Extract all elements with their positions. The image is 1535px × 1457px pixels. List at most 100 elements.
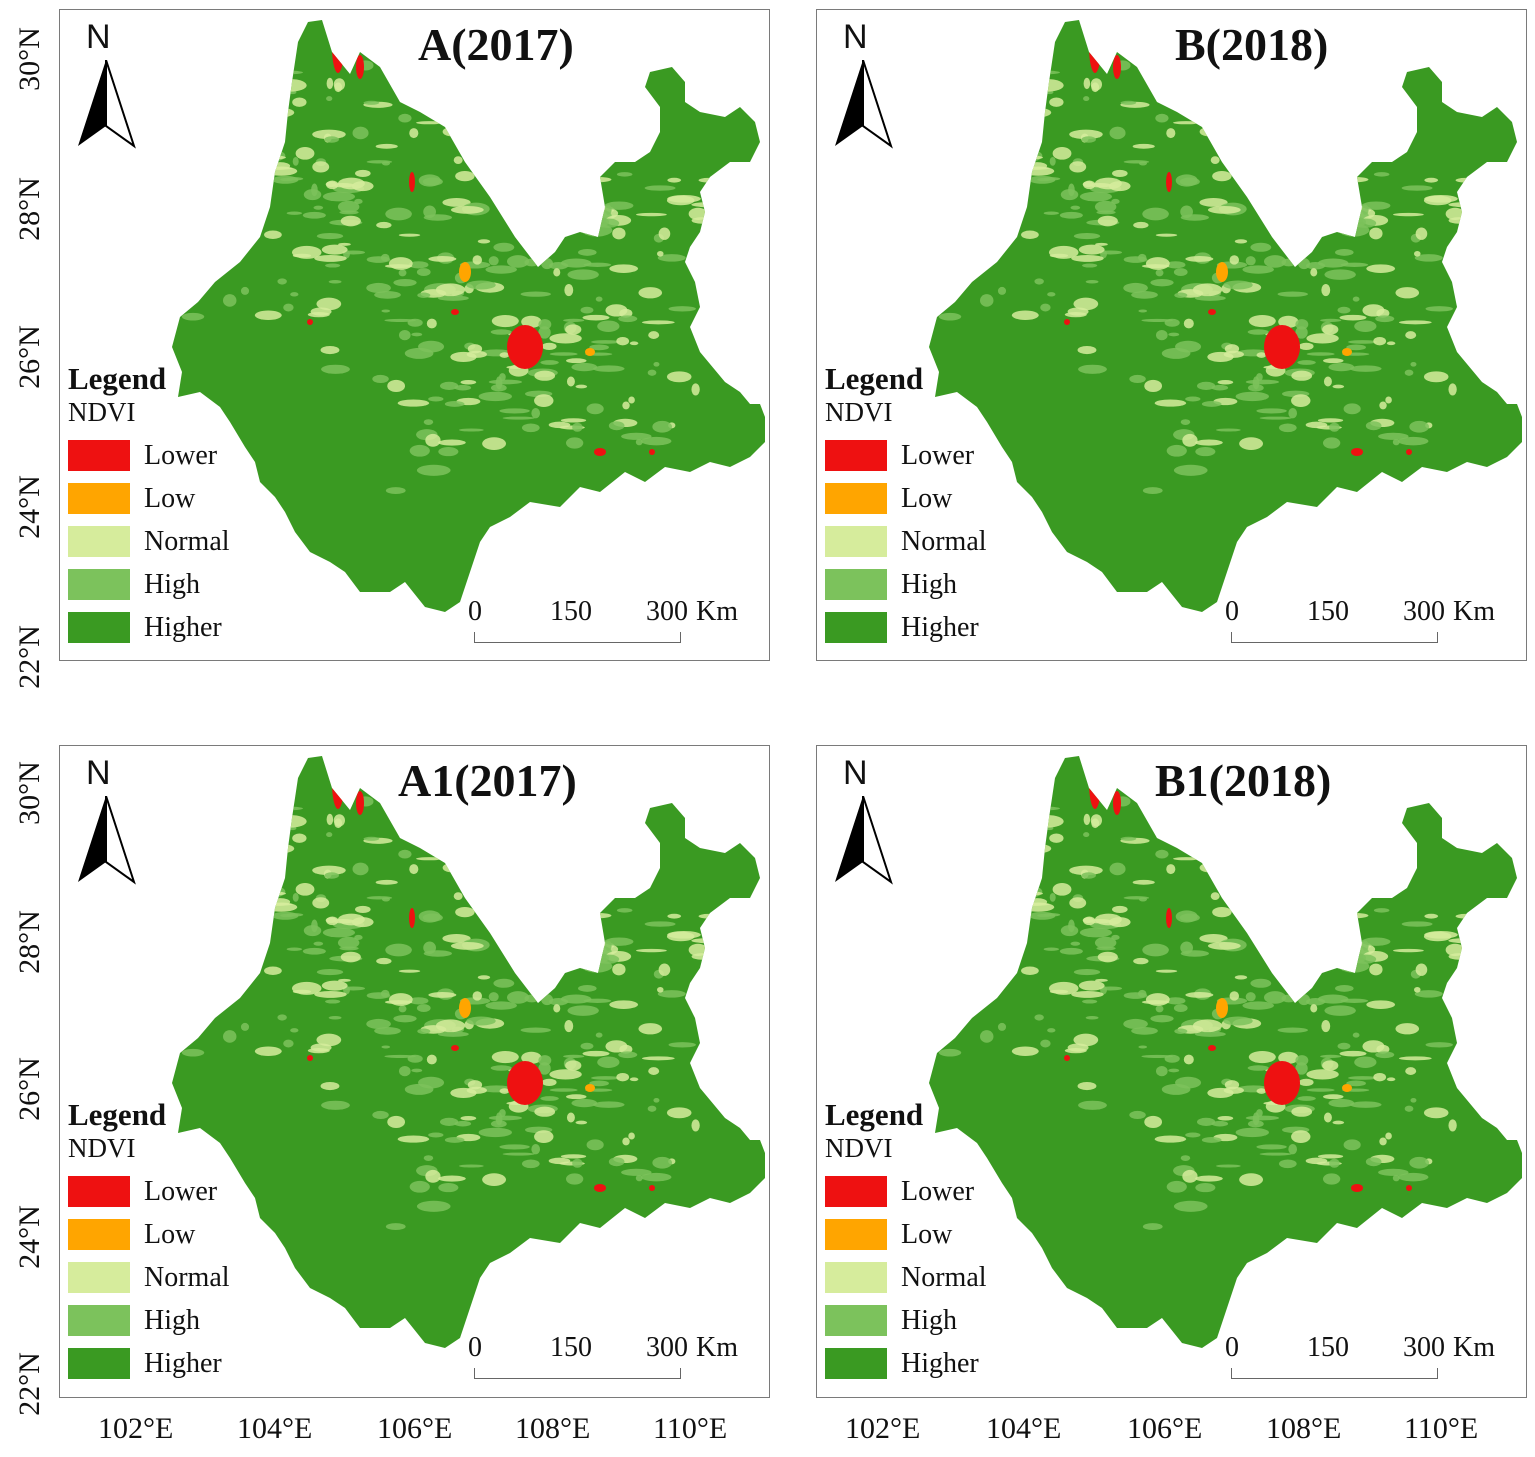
scale-unit: Km bbox=[1453, 1332, 1495, 1363]
ndvi-patch bbox=[1131, 1027, 1158, 1035]
ndvi-lower-spot bbox=[1166, 172, 1172, 192]
ndvi-patch bbox=[540, 207, 563, 218]
ndvi-patch bbox=[520, 291, 551, 297]
ndvi-patch bbox=[352, 862, 369, 876]
ndvi-patch bbox=[1138, 1045, 1148, 1049]
ndvi-patch bbox=[521, 423, 540, 433]
ndvi-patch bbox=[1343, 403, 1361, 415]
ndvi-patch bbox=[442, 844, 472, 852]
ndvi-patch bbox=[1245, 256, 1256, 266]
ndvi-lower-spot bbox=[594, 448, 606, 456]
ndvi-patch bbox=[444, 401, 465, 407]
ndvi-patch bbox=[1256, 1144, 1287, 1150]
ndvi-patch bbox=[1142, 487, 1163, 495]
ndvi-patch bbox=[1361, 937, 1391, 946]
ndvi-patch bbox=[1445, 943, 1465, 957]
ndvi-patch bbox=[1245, 992, 1256, 1002]
ndvi-patch bbox=[731, 203, 741, 209]
ndvi-patch bbox=[502, 1152, 535, 1156]
ndvi-patch bbox=[688, 986, 718, 999]
scale-bar-line bbox=[474, 632, 681, 643]
ndvi-lower-spot bbox=[409, 172, 415, 192]
ndvi-patch bbox=[156, 879, 164, 886]
ndvi-patch bbox=[290, 1028, 299, 1033]
ndvi-patch bbox=[1011, 310, 1039, 320]
ndvi-patch bbox=[1094, 200, 1117, 213]
ndvi-patch bbox=[1321, 1019, 1331, 1033]
ndvi-patch bbox=[1137, 989, 1147, 998]
ndvi-patch bbox=[398, 1005, 407, 1013]
ndvi-patch bbox=[363, 836, 380, 841]
ndvi-low-spot bbox=[459, 998, 471, 1018]
ndvi-patch bbox=[490, 384, 507, 392]
ndvi-patch bbox=[1365, 1157, 1382, 1167]
ndvi-patch bbox=[490, 1065, 512, 1071]
ndvi-patch bbox=[355, 169, 371, 177]
ndvi-patch bbox=[576, 215, 609, 229]
ndvi-patch bbox=[1172, 104, 1197, 109]
lon-label-108e-right: 108°E bbox=[1266, 1412, 1342, 1445]
ndvi-patch bbox=[172, 280, 187, 285]
ndvi-patch bbox=[1423, 1107, 1449, 1119]
ndvi-patch bbox=[531, 408, 541, 419]
scale-bar-line bbox=[474, 1368, 681, 1379]
ndvi-patch bbox=[980, 1030, 994, 1043]
ndvi-patch bbox=[275, 806, 303, 811]
ndvi-patch bbox=[616, 172, 633, 177]
ndvi-patch bbox=[1155, 113, 1169, 123]
ndvi-patch bbox=[352, 126, 369, 140]
legend-swatch bbox=[825, 440, 887, 471]
ndvi-patch bbox=[1239, 437, 1264, 450]
ndvi-patch bbox=[929, 1016, 944, 1021]
legend-item: Lower bbox=[68, 1170, 230, 1213]
ndvi-patch bbox=[586, 1139, 604, 1151]
ndvi-patch bbox=[1348, 340, 1378, 344]
ndvi-patch bbox=[264, 230, 282, 239]
ndvi-patch bbox=[1185, 992, 1214, 998]
ndvi-patch bbox=[322, 191, 355, 202]
ndvi-patch bbox=[597, 320, 620, 332]
ndvi-patch bbox=[1052, 147, 1072, 160]
ndvi-patch bbox=[1324, 269, 1356, 280]
ndvi-patch bbox=[172, 919, 183, 930]
ndvi-patch bbox=[1028, 175, 1056, 184]
ndvi-patch bbox=[418, 910, 441, 923]
ndvi-patch bbox=[1047, 292, 1056, 297]
ndvi-patch bbox=[1195, 439, 1223, 446]
legend-swatch bbox=[68, 569, 130, 600]
ndvi-patch bbox=[565, 1173, 584, 1185]
ndvi-patch bbox=[218, 224, 231, 233]
ndvi-patch bbox=[1012, 166, 1033, 174]
ndvi-patch bbox=[1340, 262, 1369, 267]
ndvi-patch bbox=[538, 1062, 551, 1075]
ndvi-patch bbox=[416, 857, 443, 861]
ndvi-patch bbox=[320, 1081, 340, 1091]
ndvi-patch bbox=[267, 74, 284, 83]
ndvi-patch bbox=[667, 177, 682, 183]
ndvi-patch bbox=[460, 380, 477, 385]
legend: Legend NDVI Lower Low Normal High Higher bbox=[825, 362, 987, 649]
ndvi-lower-spot bbox=[1166, 908, 1172, 928]
ndvi-patch bbox=[1085, 279, 1099, 284]
ndvi-patch bbox=[1409, 420, 1430, 433]
ndvi-patch bbox=[425, 1169, 441, 1183]
ndvi-patch bbox=[1009, 88, 1035, 93]
ndvi-patch bbox=[535, 945, 560, 952]
ndvi-patch bbox=[1248, 315, 1276, 328]
ndvi-patch bbox=[115, 993, 140, 1002]
legend: Legend NDVI Lower Low Normal High Higher bbox=[68, 1098, 230, 1385]
ndvi-patch bbox=[1009, 155, 1043, 160]
ndvi-patch bbox=[1210, 156, 1220, 164]
ndvi-patch bbox=[423, 1155, 434, 1161]
ndvi-patch bbox=[459, 428, 484, 432]
ndvi-patch bbox=[428, 256, 457, 262]
ndvi-lower-spot bbox=[451, 1045, 459, 1051]
ndvi-patch bbox=[321, 244, 348, 255]
ndvi-patch bbox=[310, 307, 332, 316]
legend-item: Lower bbox=[825, 1170, 987, 1213]
ndvi-patch bbox=[324, 136, 339, 143]
ndvi-patch bbox=[1335, 984, 1354, 992]
ndvi-lower-spot bbox=[649, 1185, 655, 1191]
ndvi-patch bbox=[1194, 295, 1226, 301]
ndvi-patch bbox=[1448, 953, 1470, 960]
